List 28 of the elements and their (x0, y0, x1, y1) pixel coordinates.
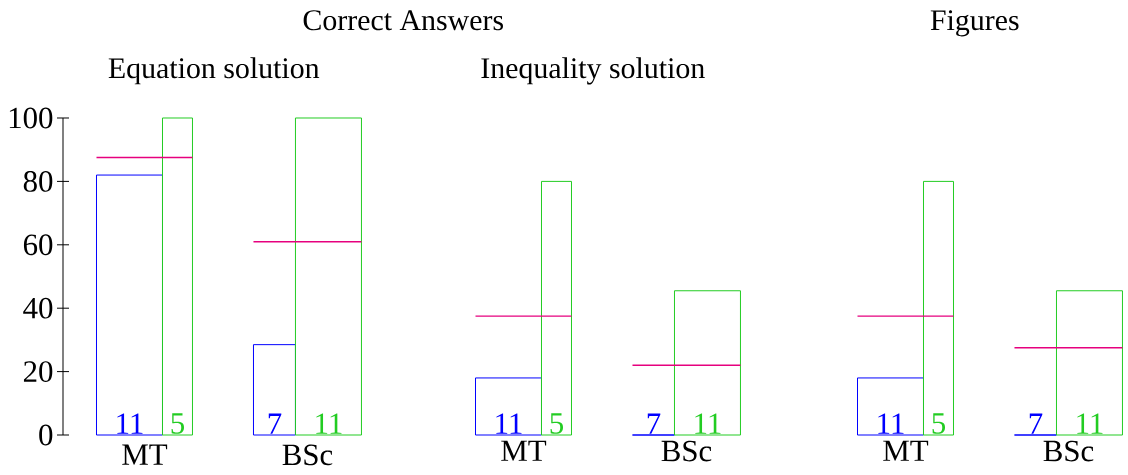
annotation: 7 (268, 413, 282, 434)
annotation: 11 (496, 413, 522, 434)
x-tick-label: MT (501, 440, 547, 461)
annotation: 5 (171, 413, 184, 434)
y-tick-label: 20 (23, 361, 53, 383)
y-tick-label: 0 (39, 424, 53, 446)
y-tick-label: 100 (9, 107, 53, 129)
annotation: 5 (932, 413, 946, 434)
y-tick-label: 60 (23, 234, 53, 256)
x-tick-label: MT (122, 444, 168, 465)
x-tick-label: MT (883, 440, 929, 461)
x-tick-label: BSc (1043, 440, 1094, 462)
chart-subtitle: Inequality solution (481, 57, 705, 85)
x-tick-label: BSc (661, 440, 712, 462)
y-tick-label: 80 (23, 170, 53, 192)
annotation: 11 (117, 413, 143, 434)
annotation: 11 (316, 413, 342, 434)
annotation: 7 (647, 413, 661, 434)
chart-title: Correct Answers (303, 10, 503, 31)
annotation: 7 (1029, 413, 1043, 434)
chart-title: Figures (930, 10, 1019, 37)
annotation: 11 (878, 413, 904, 434)
x-tick-label: BSc (282, 444, 333, 466)
annotation: 11 (1077, 413, 1103, 434)
annotation: 11 (695, 413, 721, 434)
y-tick-label: 40 (23, 297, 53, 319)
chart-subtitle: Equation solution (108, 57, 320, 85)
annotation: 5 (550, 413, 563, 434)
